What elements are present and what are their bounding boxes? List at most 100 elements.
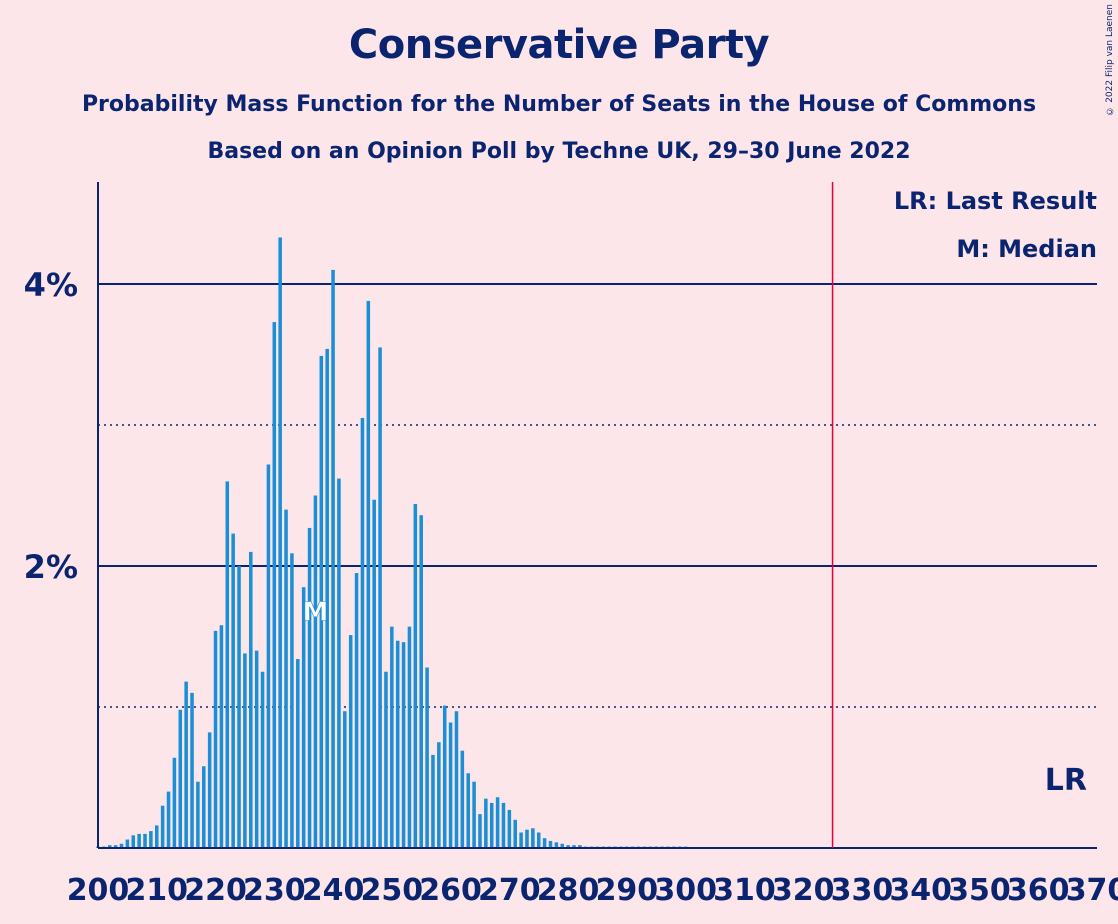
bar-225: [243, 653, 247, 848]
bar-256: [425, 667, 429, 848]
axes: [97, 182, 1097, 849]
bar-254: [413, 503, 418, 848]
bar-230: [272, 322, 277, 848]
x-tick-label: 320: [772, 873, 835, 908]
bar-215: [184, 681, 188, 848]
bar-series: [96, 237, 688, 849]
x-tick-label: 310: [713, 873, 776, 908]
bar-260: [448, 722, 453, 848]
bar-269: [501, 802, 506, 848]
bar-229: [266, 464, 271, 848]
x-tick-label: 250: [361, 873, 424, 908]
bar-255: [419, 515, 423, 848]
bar-217: [196, 781, 200, 848]
bar-212: [166, 791, 171, 848]
bar-265: [478, 814, 482, 848]
x-tick-label: 240: [302, 873, 365, 908]
bar-243: [348, 635, 353, 848]
bar-274: [531, 828, 535, 848]
bar-235: [301, 587, 306, 848]
bar-219: [207, 732, 212, 848]
x-tick-label: 290: [596, 873, 659, 908]
chart-subtitle: Probability Mass Function for the Number…: [81, 92, 1037, 117]
bar-224: [237, 566, 241, 848]
legend-median: M: Median: [956, 235, 1097, 263]
x-tick-label: 220: [184, 873, 247, 908]
bar-258: [437, 742, 441, 848]
bar-253: [407, 626, 412, 848]
last-result-label: LR: [1045, 763, 1087, 798]
bar-228: [260, 671, 265, 848]
x-tick-label: 280: [537, 873, 600, 908]
bar-279: [560, 843, 565, 848]
legend-last-result: LR: Last Result: [894, 187, 1097, 215]
x-tick-label: 350: [948, 873, 1011, 908]
bar-216: [190, 692, 194, 848]
x-tick-label: 340: [889, 873, 952, 908]
bar-276: [542, 838, 547, 848]
bar-249: [384, 671, 388, 848]
chart-title: Conservative Party: [348, 22, 770, 68]
bar-268: [495, 797, 500, 848]
bar-208: [143, 833, 147, 848]
bar-264: [472, 781, 476, 848]
bar-245: [360, 417, 365, 848]
bar-250: [390, 626, 394, 848]
x-tick-label: 270: [478, 873, 541, 908]
bar-273: [525, 829, 529, 848]
bar-259: [442, 705, 447, 848]
bar-237: [313, 495, 318, 848]
bar-203: [113, 845, 118, 848]
bar-248: [378, 347, 382, 848]
bar-246: [366, 300, 371, 848]
median-marker: M: [302, 597, 328, 627]
bar-231: [278, 237, 282, 849]
bar-266: [484, 798, 488, 848]
x-tick-label: 330: [831, 873, 894, 908]
bar-207: [137, 833, 141, 848]
bar-218: [202, 766, 206, 848]
x-tick-label: 300: [654, 873, 717, 908]
bar-206: [131, 835, 136, 848]
bar-252: [401, 642, 406, 848]
bar-270: [507, 809, 512, 848]
bar-280: [566, 845, 570, 848]
bar-272: [519, 832, 523, 848]
x-tick-label: 230: [243, 873, 306, 908]
x-tick-label: 360: [1007, 873, 1070, 908]
bar-238: [319, 355, 324, 848]
x-tick-label: 260: [419, 873, 482, 908]
chart-subtitle-source: Based on an Opinion Poll by Techne UK, 2…: [207, 139, 911, 164]
bar-262: [460, 750, 465, 848]
y-tick-label: 2%: [24, 548, 78, 586]
grid-lines: [98, 283, 1097, 708]
y-tick-labels: 2% 4%: [24, 266, 78, 586]
chart-overlay: M: [302, 182, 834, 848]
bar-242: [343, 711, 347, 848]
bar-209: [149, 831, 153, 848]
bar-233: [290, 553, 294, 848]
bar-281: [572, 845, 576, 848]
bar-205: [125, 839, 130, 848]
bar-223: [231, 533, 235, 848]
bar-234: [296, 659, 300, 848]
bar-213: [172, 757, 177, 848]
bar-221: [219, 625, 224, 848]
bar-227: [254, 650, 259, 848]
bar-244: [354, 573, 359, 848]
bar-247: [372, 499, 376, 848]
bar-275: [536, 832, 541, 848]
bar-236: [307, 527, 312, 848]
bar-239: [325, 348, 329, 848]
bar-241: [337, 478, 341, 848]
bar-226: [249, 551, 253, 848]
bar-267: [489, 802, 494, 848]
bar-277: [548, 840, 553, 848]
bar-261: [454, 711, 459, 848]
bar-257: [431, 754, 435, 848]
bar-220: [213, 630, 218, 848]
x-tick-label: 210: [125, 873, 188, 908]
bar-232: [284, 509, 288, 848]
bar-210: [155, 825, 159, 848]
